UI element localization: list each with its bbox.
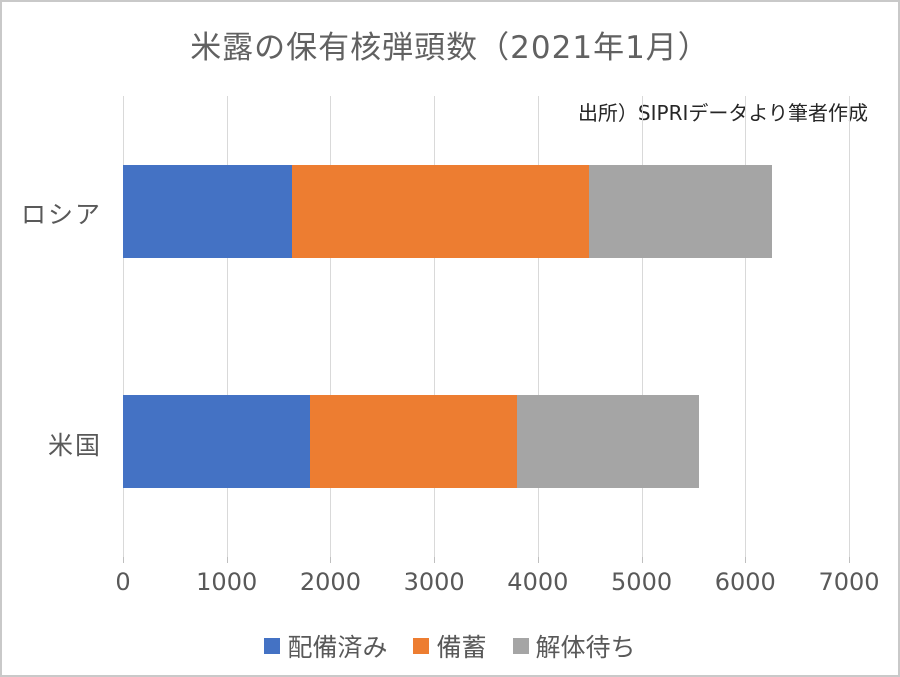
- x-tick-label: 7000: [818, 568, 880, 596]
- x-tick-label: 0: [115, 568, 131, 596]
- x-tick-label: 6000: [714, 568, 776, 596]
- bar-segment-解体待ち: [517, 395, 699, 489]
- chart-title: 米露の保有核弾頭数（2021年1月）: [190, 30, 710, 66]
- plot-area: [123, 96, 850, 563]
- bar-segment-配備済み: [123, 164, 292, 258]
- gridline: [434, 96, 436, 557]
- gridline: [849, 96, 850, 557]
- axis-tick-mark: [537, 557, 539, 563]
- legend: 配備済み 備蓄 解体待ち: [2, 628, 898, 664]
- x-tick-label: 4000: [507, 568, 569, 596]
- legend-label: 解体待ち: [535, 633, 636, 662]
- axis-tick-mark: [641, 557, 643, 563]
- legend-swatch-icon: [264, 638, 281, 654]
- legend-item-備蓄: 備蓄: [413, 628, 487, 664]
- legend-swatch-icon: [512, 638, 529, 654]
- axis-tick-mark: [226, 557, 228, 563]
- bar-ロシア: [123, 164, 772, 258]
- category-label: ロシア: [20, 200, 102, 230]
- gridline: [537, 96, 539, 557]
- axis-tick-mark: [849, 557, 850, 563]
- legend-item-解体待ち: 解体待ち: [512, 628, 636, 664]
- gridline: [330, 96, 332, 557]
- x-tick-label: 5000: [611, 568, 673, 596]
- axis-tick-mark: [123, 557, 124, 563]
- x-tick-label: 2000: [299, 568, 361, 596]
- bar-segment-解体待ち: [589, 164, 772, 258]
- gridline: [123, 96, 124, 557]
- bar-米国: [123, 395, 699, 489]
- axis-tick-mark: [745, 557, 747, 563]
- gridline: [226, 96, 228, 557]
- source-note: 出所）SIPRIデータより筆者作成: [577, 101, 868, 125]
- category-label: 米国: [47, 430, 102, 460]
- legend-swatch-icon: [413, 638, 430, 654]
- bar-segment-配備済み: [123, 395, 310, 489]
- legend-item-配備済み: 配備済み: [264, 628, 387, 664]
- gridline: [745, 96, 747, 557]
- bar-segment-備蓄: [309, 395, 518, 489]
- bar-segment-備蓄: [291, 164, 590, 258]
- x-tick-label: 3000: [403, 568, 465, 596]
- legend-label: 配備済み: [287, 633, 388, 662]
- x-tick-label: 1000: [196, 568, 258, 596]
- axis-tick-mark: [330, 557, 332, 563]
- axis-tick-mark: [434, 557, 436, 563]
- gridline: [641, 96, 643, 557]
- legend-label: 備蓄: [436, 633, 487, 662]
